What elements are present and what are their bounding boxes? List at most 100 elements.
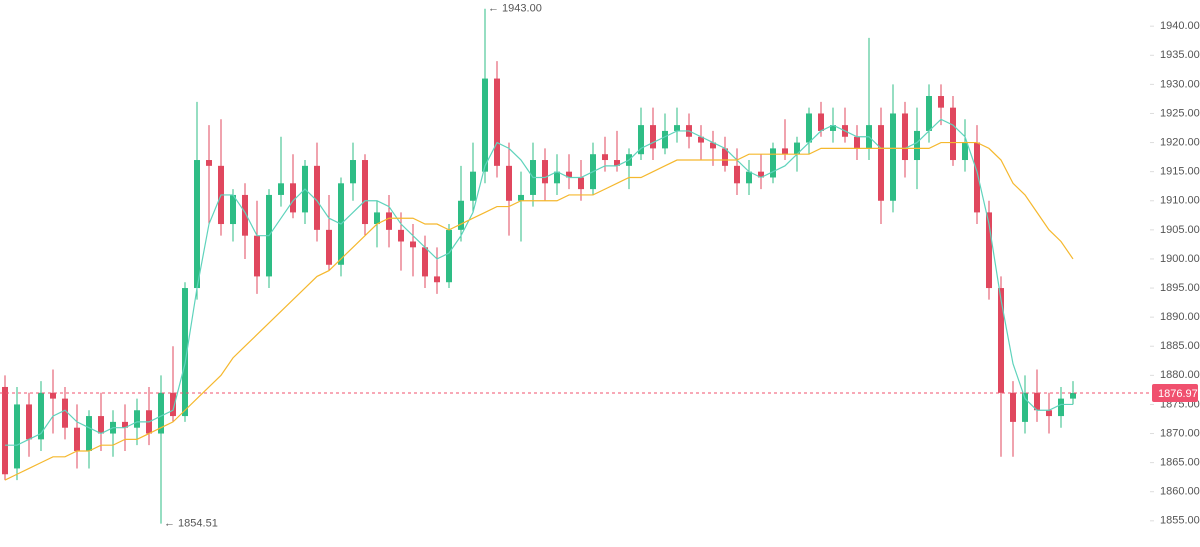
candle-body (470, 171, 476, 201)
candle-body (506, 165, 512, 201)
candle-body (674, 125, 680, 131)
candle-body (830, 125, 836, 131)
y-tick-label: 1910.00 (1160, 195, 1200, 207)
candle-body (614, 160, 620, 166)
candle-body (134, 410, 140, 428)
candle-body (566, 171, 572, 178)
candle-body (50, 392, 56, 399)
y-tick-label: 1890.00 (1160, 311, 1200, 323)
candle-body (194, 160, 200, 289)
candle-body (962, 142, 968, 161)
candle-body (422, 247, 428, 277)
candle-body (902, 113, 908, 161)
candle-body (14, 404, 20, 469)
candle-body (926, 96, 932, 131)
candle-body (482, 78, 488, 172)
candle-body (1058, 398, 1064, 417)
candle-body (398, 229, 404, 242)
candle-body (98, 416, 104, 434)
ma-line (4, 141, 1074, 481)
candle-body (362, 160, 368, 225)
candle-body (494, 78, 500, 166)
candle-body (1010, 392, 1016, 422)
y-tick-label: 1935.00 (1160, 49, 1200, 61)
high-marker: ← 1943.00 (488, 3, 542, 15)
candle-body (230, 194, 236, 225)
candle-body (554, 171, 560, 184)
candle-body (974, 142, 980, 213)
candle-body (794, 142, 800, 155)
candle-body (1034, 392, 1040, 411)
candle-body (998, 288, 1004, 393)
candle-body (350, 160, 356, 184)
candle-body (914, 130, 920, 161)
candle-body (602, 154, 608, 161)
candle-body (854, 136, 860, 149)
candle-body (446, 229, 452, 283)
candle-body (770, 148, 776, 178)
candle-body (386, 212, 392, 230)
y-tick-label: 1905.00 (1160, 224, 1200, 236)
y-tick-label: 1920.00 (1160, 136, 1200, 148)
y-tick-label: 1870.00 (1160, 427, 1200, 439)
y-tick-label: 1915.00 (1160, 166, 1200, 178)
candle-body (638, 125, 644, 155)
candle-body (242, 194, 248, 236)
candle-body (290, 183, 296, 213)
last-price-box (1152, 383, 1198, 402)
candle-body (122, 421, 128, 428)
candle-body (2, 386, 8, 475)
candle-body (278, 183, 284, 195)
candle-body (74, 427, 80, 451)
y-tick-label: 1885.00 (1160, 340, 1200, 352)
candle-body (1070, 392, 1076, 399)
candle-body (758, 171, 764, 178)
candle-body (86, 416, 92, 451)
candle-body (182, 288, 188, 417)
candle-body (986, 212, 992, 289)
candle-body (458, 200, 464, 230)
candle-body (410, 241, 416, 248)
candle-body (374, 212, 380, 225)
candle-body (1046, 410, 1052, 417)
candle-body (158, 392, 164, 434)
y-tick-label: 1865.00 (1160, 457, 1200, 469)
y-tick-label: 1895.00 (1160, 282, 1200, 294)
candle-body (38, 392, 44, 440)
candle-body (938, 96, 944, 108)
y-tick-label: 1925.00 (1160, 107, 1200, 119)
candle-body (314, 165, 320, 230)
y-tick-label: 1930.00 (1160, 78, 1200, 90)
last-price-label: 1876.97 (1158, 388, 1198, 400)
candle-body (650, 125, 656, 149)
candle-body (878, 125, 884, 201)
candle-body (434, 276, 440, 283)
candle-body (254, 235, 260, 277)
candle-body (518, 194, 524, 201)
candle-body (710, 142, 716, 149)
candle-body (806, 113, 812, 143)
candle-body (206, 160, 212, 166)
candle-body (62, 398, 68, 428)
y-tick-label: 1900.00 (1160, 253, 1200, 265)
candle-body (890, 113, 896, 201)
candle-body (662, 130, 668, 149)
candle-body (542, 160, 548, 184)
candle-body (578, 177, 584, 190)
candle-body (170, 392, 176, 417)
candle-body (782, 148, 788, 155)
y-tick-label: 1940.00 (1160, 20, 1200, 32)
candle-body (1022, 392, 1028, 422)
y-tick-label: 1860.00 (1160, 486, 1200, 498)
y-tick-label: 1880.00 (1160, 369, 1200, 381)
ma-line (5, 118, 1073, 446)
candle-body (950, 107, 956, 161)
candle-body (722, 148, 728, 166)
candle-body (26, 404, 32, 440)
candle-body (698, 136, 704, 143)
low-marker: ← 1854.51 (164, 518, 218, 530)
candle-body (734, 165, 740, 184)
y-tick-label: 1855.00 (1160, 515, 1200, 527)
candle-body (326, 229, 332, 265)
